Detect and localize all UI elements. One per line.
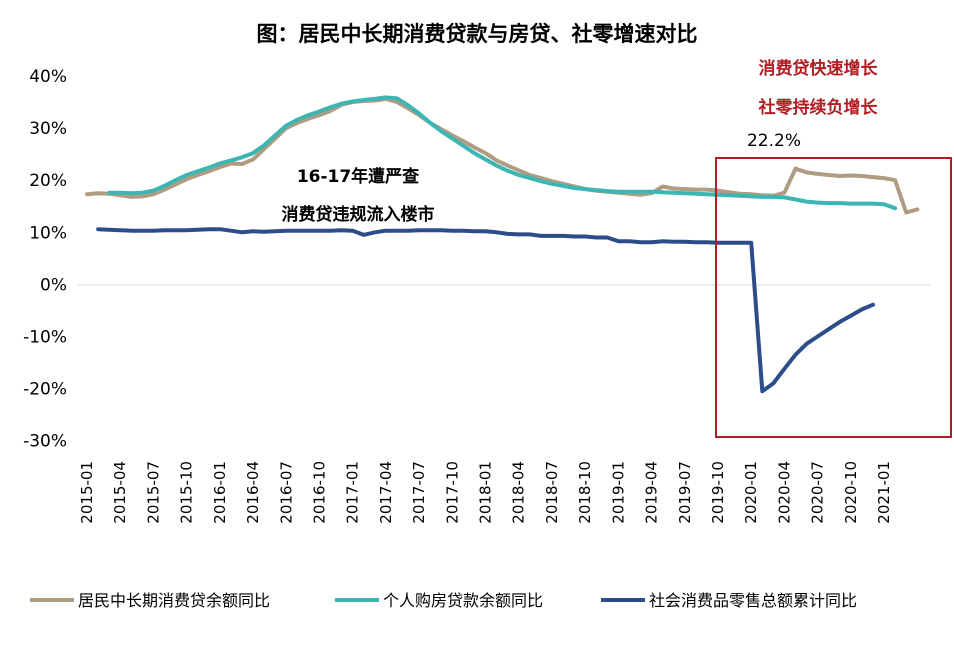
x-tick-label: 2017-04 (377, 461, 395, 524)
legend-label-2: 个人购房贷款余额同比 (383, 591, 543, 610)
y-tick-label: 30% (29, 119, 67, 139)
annotation-mid-line2: 消费贷违规流入楼市 (282, 204, 435, 225)
x-tick-label: 2020-04 (775, 461, 793, 524)
y-tick-label: 0% (40, 275, 67, 295)
annotation-peak-value: 22.2% (747, 131, 801, 151)
x-tick-label: 2021-01 (875, 461, 893, 524)
x-tick-label: 2020-10 (842, 461, 860, 524)
x-tick-label: 2019-04 (643, 461, 661, 524)
y-tick-label: -20% (23, 380, 67, 400)
y-tick-label: 10% (29, 223, 67, 243)
series-line-3 (96, 227, 875, 394)
x-tick-label: 2015-07 (144, 461, 162, 524)
y-tick-label: 20% (29, 171, 67, 191)
x-axis: 2015-01 2015-04 2015-07 2015-10 2016-01 2016-… (78, 461, 893, 524)
x-tick-label: 2015-10 (178, 461, 196, 524)
x-tick-label: 2016-07 (277, 461, 295, 524)
chart-title: 图：居民中长期消费贷款与房贷、社零增速对比 (257, 22, 698, 46)
annotation-red-line1: 消费贷快速增长 (759, 58, 879, 79)
series-line-1 (85, 96, 920, 215)
legend: 居民中长期消费贷余额同比 个人购房贷款余额同比 社会消费品零售总额累计同比 (30, 591, 857, 610)
series-layer (85, 95, 920, 394)
x-tick-label: 2020-07 (809, 461, 827, 524)
x-tick-label: 2018-04 (510, 461, 528, 524)
annotation-red-line2: 社零持续负增长 (758, 97, 879, 118)
x-tick-label: 2018-07 (543, 461, 561, 524)
x-tick-label: 2019-01 (609, 461, 627, 524)
y-axis: 40% 30% 20% 10% 0% -10% -20% -30% (23, 67, 67, 452)
x-tick-label: 2018-01 (477, 461, 495, 524)
x-tick-label: 2016-10 (310, 461, 328, 524)
x-tick-label: 2017-07 (410, 461, 428, 524)
x-tick-label: 2020-01 (742, 461, 760, 524)
y-tick-label: -30% (23, 432, 67, 452)
x-tick-label: 2016-01 (211, 461, 229, 524)
x-tick-label: 2018-10 (576, 461, 594, 524)
x-tick-label: 2019-07 (676, 461, 694, 524)
x-tick-label: 2019-10 (709, 461, 727, 524)
y-tick-label: -10% (23, 328, 67, 348)
highlight-box (715, 157, 952, 438)
legend-label-3: 社会消费品零售总额累计同比 (649, 591, 857, 610)
x-tick-label: 2015-04 (111, 461, 129, 524)
annotation-mid-line1: 16-17年遭严查 (297, 166, 420, 187)
x-tick-label: 2016-04 (244, 461, 262, 524)
x-tick-label: 2017-01 (344, 461, 362, 524)
x-tick-label: 2017-10 (443, 461, 461, 524)
series-line-2 (107, 95, 898, 211)
legend-label-1: 居民中长期消费贷余额同比 (78, 591, 270, 610)
y-tick-label: 40% (29, 67, 67, 87)
x-tick-label: 2015-01 (78, 461, 96, 524)
